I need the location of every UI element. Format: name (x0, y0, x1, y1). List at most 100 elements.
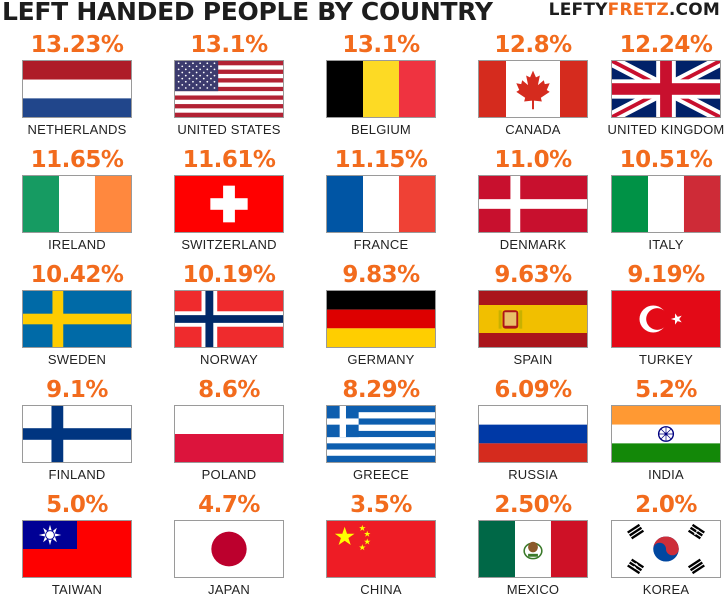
country-name: MEXICO (506, 582, 560, 597)
country-card-china: 3.5% CHINA (306, 492, 456, 608)
spain-flag (478, 290, 588, 348)
united-kingdom-flag (611, 60, 721, 118)
country-name: INDIA (648, 467, 684, 482)
country-percent: 11.65% (30, 147, 124, 173)
united-states-flag (174, 60, 284, 118)
country-percent: 9.19% (627, 262, 705, 288)
country-name: FRANCE (353, 237, 409, 252)
country-percent: 12.8% (494, 32, 572, 58)
india-flag (611, 405, 721, 463)
greece-flag (326, 405, 436, 463)
canada-flag (478, 60, 588, 118)
country-percent: 12.24% (619, 32, 713, 58)
country-name: DENMARK (499, 237, 567, 252)
country-card-united-states: 13.1% UNITED STATES (154, 32, 304, 148)
country-card-italy: 10.51% ITALY (591, 147, 728, 263)
country-name: UNITED KINGDOM (607, 122, 725, 137)
country-name: NORWAY (199, 352, 259, 367)
country-name: FINLAND (48, 467, 106, 482)
country-percent: 9.63% (494, 262, 572, 288)
country-card-ireland: 11.65% IRELAND (2, 147, 152, 263)
country-name: BELGIUM (351, 122, 411, 137)
china-flag (326, 520, 436, 578)
country-percent: 13.1% (190, 32, 268, 58)
country-name: SPAIN (513, 352, 553, 367)
switzerland-flag (174, 175, 284, 233)
country-percent: 5.0% (46, 492, 108, 518)
brand-logo-part2: FRETZ (607, 0, 669, 20)
country-name: UNITED STATES (177, 122, 281, 137)
country-percent: 10.51% (619, 147, 713, 173)
country-card-canada: 12.8% CANADA (458, 32, 608, 148)
sweden-flag (22, 290, 132, 348)
taiwan-flag (22, 520, 132, 578)
mexico-flag (478, 520, 588, 578)
country-percent: 10.19% (182, 262, 276, 288)
country-name: GREECE (352, 467, 410, 482)
germany-flag (326, 290, 436, 348)
country-card-united-kingdom: 12.24% UNITED KINGDOM (591, 32, 728, 148)
country-name: NETHERLANDS (27, 122, 127, 137)
country-percent: 13.23% (30, 32, 124, 58)
country-percent: 8.29% (342, 377, 420, 403)
country-percent: 11.0% (494, 147, 572, 173)
country-card-belgium: 13.1% BELGIUM (306, 32, 456, 148)
country-card-mexico: 2.50% MEXICO (458, 492, 608, 608)
country-percent: 11.61% (182, 147, 276, 173)
country-card-russia: 6.09% RUSSIA (458, 377, 608, 493)
norway-flag (174, 290, 284, 348)
country-name: SWEDEN (47, 352, 107, 367)
country-percent: 10.42% (30, 262, 124, 288)
country-percent: 9.83% (342, 262, 420, 288)
country-percent: 6.09% (494, 377, 572, 403)
country-name: CHINA (360, 582, 402, 597)
country-card-sweden: 10.42% SWEDEN (2, 262, 152, 378)
netherlands-flag (22, 60, 132, 118)
country-percent: 13.1% (342, 32, 420, 58)
country-card-greece: 8.29% GREECE (306, 377, 456, 493)
country-card-korea: 2.0% KOREA (591, 492, 728, 608)
country-card-turkey: 9.19% TURKEY (591, 262, 728, 378)
country-percent: 2.50% (494, 492, 572, 518)
country-card-france: 11.15% FRANCE (306, 147, 456, 263)
poland-flag (174, 405, 284, 463)
country-name: POLAND (201, 467, 257, 482)
country-name: TAIWAN (51, 582, 103, 597)
country-card-poland: 8.6% POLAND (154, 377, 304, 493)
brand-logo: LEFTYFRETZ.COM (549, 0, 720, 20)
denmark-flag (478, 175, 588, 233)
finland-flag (22, 405, 132, 463)
page-title: LEFT HANDED PEOPLE BY COUNTRY (2, 0, 493, 26)
country-name: GERMANY (347, 352, 415, 367)
country-card-spain: 9.63% SPAIN (458, 262, 608, 378)
country-card-finland: 9.1% FINLAND (2, 377, 152, 493)
country-name: ITALY (648, 237, 684, 252)
france-flag (326, 175, 436, 233)
country-card-india: 5.2% INDIA (591, 377, 728, 493)
turkey-flag (611, 290, 721, 348)
country-percent: 11.15% (334, 147, 428, 173)
belgium-flag (326, 60, 436, 118)
country-name: CANADA (505, 122, 561, 137)
country-card-germany: 9.83% GERMANY (306, 262, 456, 378)
brand-logo-part1: LEFTY (548, 0, 608, 20)
country-card-norway: 10.19% NORWAY (154, 262, 304, 378)
russia-flag (478, 405, 588, 463)
country-name: KOREA (642, 582, 690, 597)
country-percent: 8.6% (198, 377, 260, 403)
country-card-switzerland: 11.61% SWITZERLAND (154, 147, 304, 263)
country-name: JAPAN (208, 582, 250, 597)
japan-flag (174, 520, 284, 578)
country-name: RUSSIA (508, 467, 558, 482)
country-name: IRELAND (48, 237, 106, 252)
country-name: SWITZERLAND (181, 237, 277, 252)
italy-flag (611, 175, 721, 233)
country-percent: 5.2% (635, 377, 697, 403)
country-percent: 2.0% (635, 492, 697, 518)
brand-logo-part3: .COM (668, 0, 720, 20)
country-card-denmark: 11.0% DENMARK (458, 147, 608, 263)
country-name: TURKEY (639, 352, 693, 367)
country-card-taiwan: 5.0% TAIWAN (2, 492, 152, 608)
country-percent: 3.5% (350, 492, 412, 518)
country-percent: 9.1% (46, 377, 108, 403)
